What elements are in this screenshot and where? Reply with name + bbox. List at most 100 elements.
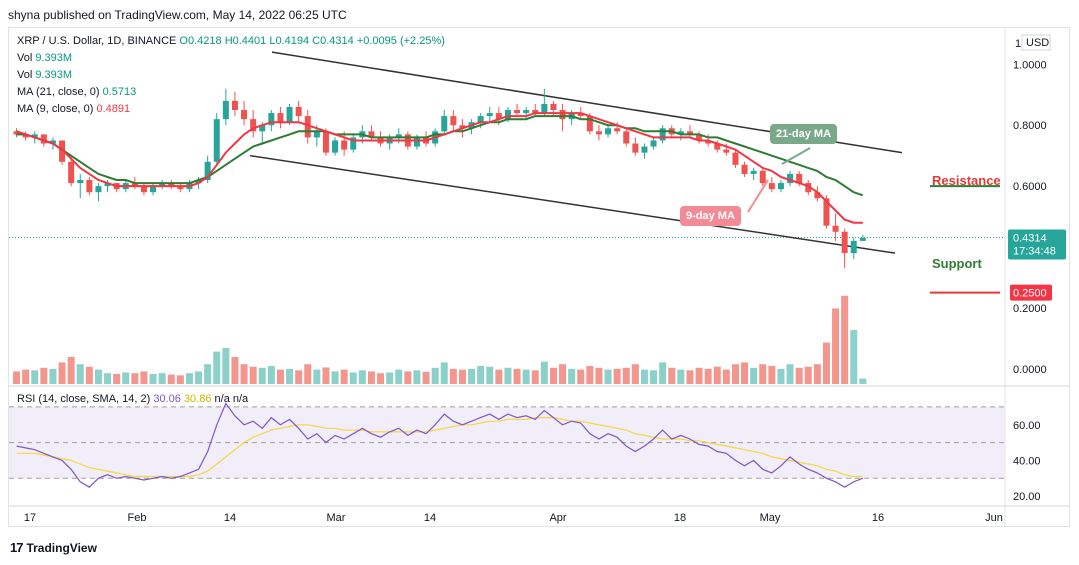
volume-bar — [140, 371, 148, 384]
x-tick-label: May — [760, 512, 781, 524]
volume-bar — [832, 308, 840, 384]
footer-brand-name: TradingView — [26, 540, 97, 555]
candle-body — [732, 152, 739, 165]
rsi-line — [16, 402, 864, 488]
candle-body — [614, 128, 621, 132]
volume-bar — [522, 369, 530, 384]
candle-body — [686, 131, 693, 135]
tradingview-logo-icon: 17 — [10, 540, 24, 555]
candle-body — [86, 180, 93, 193]
volume-bar — [204, 364, 212, 384]
candle-body — [241, 110, 248, 120]
legend-rsi-na: n/a n/a — [214, 393, 249, 405]
volume-bar — [549, 367, 557, 384]
legend-symbol-row: XRP / U.S. Dollar, 1D, BINANCE O0.4218 H… — [17, 35, 445, 47]
candle-body — [650, 140, 657, 147]
candle-body — [168, 183, 175, 187]
volume-bar — [704, 368, 712, 384]
candle-body — [341, 140, 348, 150]
candle-body — [259, 125, 266, 132]
candle-body — [268, 113, 275, 126]
ma9-callout-pointer — [747, 179, 769, 213]
candle-body — [213, 119, 220, 162]
candle-body — [759, 170, 766, 184]
volume-bar — [668, 367, 676, 384]
volume-bar — [813, 364, 821, 384]
candle-body — [295, 106, 302, 117]
legend-ma21-label: MA (21, close, 0) — [17, 86, 100, 98]
candle-body — [805, 183, 812, 193]
price-tick-label: 1.0000 — [1013, 59, 1047, 71]
volume-bar — [458, 369, 466, 384]
volume-bar — [540, 361, 548, 384]
candle-body — [714, 143, 721, 150]
candle-body — [814, 192, 821, 199]
volume-bar — [258, 367, 266, 384]
x-tick-label: Feb — [128, 512, 147, 524]
volume-bar — [340, 369, 348, 384]
volume-bar — [422, 371, 430, 384]
price-tick-label: 0.8000 — [1013, 120, 1047, 132]
candle-body — [104, 183, 111, 187]
legend-vol1-row: Vol 9.393M — [17, 52, 72, 64]
volume-bar — [859, 378, 867, 384]
candle-body — [777, 183, 784, 190]
volume-bar — [531, 370, 539, 384]
legend-rsi-value: 30.06 — [153, 393, 181, 405]
support-price-tag: 0.2500 — [1013, 288, 1047, 300]
footer-brand[interactable]: 17 TradingView — [10, 540, 97, 555]
x-tick-label: 16 — [872, 512, 884, 524]
ma9-line — [16, 112, 863, 224]
volume-bar — [94, 369, 102, 384]
volume-bar — [613, 368, 621, 384]
volume-bar — [513, 368, 521, 384]
candle-body — [504, 110, 511, 120]
candle-body — [368, 131, 375, 138]
candle-body — [541, 103, 548, 114]
legend-close: C0.4314 — [312, 35, 354, 47]
candle-body — [577, 113, 584, 117]
ma21-callout: 21-day MA — [770, 124, 838, 144]
legend-change: +0.0095 (+2.25%) — [356, 35, 445, 47]
candle-body — [495, 113, 502, 120]
legend-ma9-label: MA (9, close, 0) — [17, 103, 94, 115]
volume-bar — [22, 369, 30, 384]
candle-body — [586, 116, 593, 132]
candle-body — [413, 137, 420, 147]
volume-bar — [322, 367, 330, 384]
resistance-price-tag: 0.6000 — [1013, 181, 1047, 193]
candle-body — [641, 146, 648, 153]
candle-body — [459, 125, 466, 129]
candle-body — [677, 131, 684, 135]
volume-bar — [158, 373, 166, 384]
candle-body — [304, 116, 311, 138]
currency-label: USD — [1026, 37, 1049, 49]
legend-ma9-row: MA (9, close, 0) 0.4891 — [17, 103, 130, 115]
candle-body — [559, 110, 566, 120]
candle-body — [195, 180, 202, 184]
volume-bar — [222, 348, 230, 384]
currency-scale-1: 1 — [1015, 38, 1021, 50]
volume-bar — [377, 373, 385, 384]
ma21-callout-pointer — [781, 147, 811, 165]
volume-bar — [686, 370, 694, 384]
candle-body — [441, 116, 448, 132]
volume-bar — [568, 368, 576, 384]
volume-bar — [67, 357, 75, 384]
candle-body — [768, 183, 775, 190]
resistance-label: Resistance — [932, 173, 1001, 188]
legend-ma21-value: 0.5713 — [102, 86, 137, 98]
volume-bar — [386, 372, 394, 384]
countdown-value: 17:34:48 — [1013, 245, 1056, 257]
legend-rsi-sma: 30.86 — [183, 393, 212, 405]
legend-ma21-row: MA (21, close, 0) 0.5713 — [17, 86, 136, 98]
chart-panel[interactable] — [8, 27, 1070, 527]
last-price-value: 0.4314 — [1013, 232, 1047, 244]
volume-bar — [176, 375, 184, 384]
legend-vol2-value: 9.393M — [35, 69, 73, 81]
volume-bar — [586, 366, 594, 384]
candle-body — [77, 180, 84, 184]
candle-body — [723, 149, 730, 153]
volume-bar — [477, 366, 485, 384]
